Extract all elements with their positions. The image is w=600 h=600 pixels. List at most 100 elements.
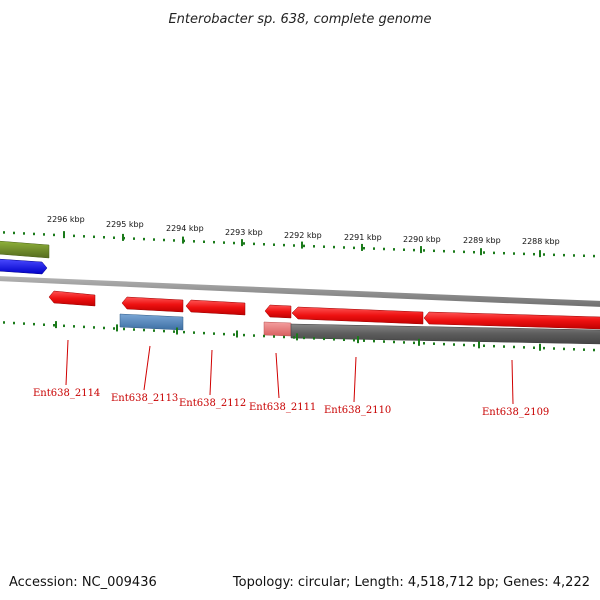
outer-tick-dot	[413, 248, 415, 252]
gene-arrow-Ent638_2114[interactable]	[48, 290, 96, 307]
inner-tick-dot	[53, 324, 55, 327]
outer-tick-dot	[563, 253, 565, 257]
inner-tick-dot	[123, 327, 125, 331]
inner-tick-dot	[373, 339, 375, 343]
inner-tick-dot	[333, 338, 335, 341]
inner-tick-dot	[293, 336, 295, 339]
gene-label-Ent638_2109: Ent638_2109	[482, 407, 549, 418]
outer-tick-dot	[533, 252, 535, 256]
outer-tick-dot	[523, 252, 525, 256]
inner-tick-dot	[153, 329, 155, 332]
inner-major-tick	[55, 321, 57, 329]
outer-tick-dot	[73, 234, 75, 238]
inner-tick-dot	[63, 324, 65, 328]
outer-tick-dot	[313, 245, 315, 248]
gene-arrow-Ent638_2110[interactable]	[291, 306, 424, 325]
gene-feature-blue[interactable]	[0, 258, 48, 275]
gene-feature-olive[interactable]	[0, 240, 50, 259]
gene-arrow-Ent638_2111[interactable]	[264, 304, 292, 319]
outer-tick-dot	[83, 235, 85, 238]
inner-tick-dot	[43, 323, 45, 326]
inner-tick-dot	[203, 331, 205, 335]
inner-tick-dot	[73, 325, 75, 328]
accession-text: Accession: NC_009436	[9, 575, 157, 590]
ruler-label-2288: 2288 kbp	[522, 237, 560, 246]
inner-tick-dot	[303, 336, 305, 340]
inner-major-tick	[236, 330, 238, 338]
callout-Ent638_2113	[143, 345, 151, 391]
inner-major-tick	[478, 341, 480, 349]
outer-tick-dot	[303, 244, 305, 248]
inner-tick-dot	[403, 341, 405, 344]
gene-feature-steelblue[interactable]	[119, 313, 184, 331]
outer-tick-dot	[273, 243, 275, 246]
gene-labels: Ent638_2114 Ent638_2113 Ent638_2112 Ent6…	[33, 388, 549, 418]
genome-backbone	[0, 276, 600, 307]
inner-major-tick	[176, 327, 178, 335]
outer-tick-dot	[283, 243, 285, 247]
inner-major-tick	[539, 343, 541, 351]
inner-tick-dot	[573, 348, 575, 351]
inner-tick-dot	[483, 344, 485, 348]
inner-major-tick	[418, 338, 420, 346]
inner-tick-dot	[413, 341, 415, 345]
gene-label-Ent638_2111: Ent638_2111	[249, 402, 316, 413]
inner-tick-dot	[503, 345, 505, 348]
outer-tick-dot	[213, 240, 215, 244]
inner-major-tick	[116, 324, 118, 332]
inner-tick-dot	[83, 325, 85, 329]
inner-major-tick	[357, 336, 359, 344]
inner-tick-dot	[243, 333, 245, 337]
gene-label-Ent638_2110: Ent638_2110	[324, 405, 391, 416]
inner-tick-dot	[363, 339, 365, 342]
inner-tick-dot	[13, 321, 15, 325]
outer-tick-dot	[103, 236, 105, 239]
gene-label-Ent638_2113: Ent638_2113	[111, 393, 178, 404]
gene-label-Ent638_2112: Ent638_2112	[179, 398, 246, 409]
ruler-label-2296: 2296 kbp	[47, 215, 85, 224]
gene-arrow-Ent638_2109[interactable]	[423, 311, 600, 330]
inner-tick-dot	[253, 334, 255, 337]
gene-arrow-Ent638_2113[interactable]	[121, 296, 184, 313]
outer-major-tick	[420, 246, 422, 254]
outer-tick-dot	[403, 248, 405, 251]
gene-feature-gray[interactable]	[290, 323, 600, 345]
inner-tick-dot	[33, 322, 35, 326]
outer-tick-dot	[3, 231, 5, 234]
inner-tick-dot	[133, 328, 135, 331]
outer-tick-dot	[383, 247, 385, 251]
ruler-labels: 2296 kbp 2295 kbp 2294 kbp 2293 kbp 2292…	[47, 215, 560, 246]
inner-tick-dot	[183, 330, 185, 334]
inner-tick-dot	[553, 347, 555, 350]
outer-major-tick	[182, 236, 184, 244]
outer-tick-dot	[193, 240, 195, 243]
outer-tick-dot	[333, 245, 335, 249]
outer-tick-dot	[243, 242, 245, 245]
outer-tick-dot	[113, 236, 115, 239]
outer-tick-dot	[93, 235, 95, 239]
inner-tick-dot	[283, 335, 285, 339]
inner-tick-dot	[453, 343, 455, 346]
outer-tick-dot	[483, 251, 485, 254]
callout-Ent638_2110	[353, 356, 357, 403]
outer-tick-dot	[223, 241, 225, 244]
outer-tick-dot	[463, 250, 465, 254]
outer-tick-dot	[373, 247, 375, 250]
inner-major-tick	[296, 333, 298, 341]
outer-tick-dot	[393, 248, 395, 251]
outer-major-tick	[539, 250, 541, 258]
outer-major-tick	[241, 239, 243, 247]
ruler-label-2294: 2294 kbp	[166, 224, 204, 233]
gene-arrow-Ent638_2112[interactable]	[185, 299, 246, 316]
inner-tick-dot	[193, 331, 195, 334]
outer-tick-dot	[143, 237, 145, 241]
ruler-label-2291: 2291 kbp	[344, 233, 382, 242]
gene-feature-pink[interactable]	[263, 321, 292, 337]
outer-tick-dot	[263, 243, 265, 246]
reverse-strand	[48, 290, 600, 345]
inner-tick-dot	[463, 343, 465, 347]
outer-tick-dot	[323, 245, 325, 248]
inner-tick-dot	[473, 344, 475, 347]
outer-tick-dot	[593, 254, 595, 258]
outer-tick-dot	[513, 252, 515, 255]
